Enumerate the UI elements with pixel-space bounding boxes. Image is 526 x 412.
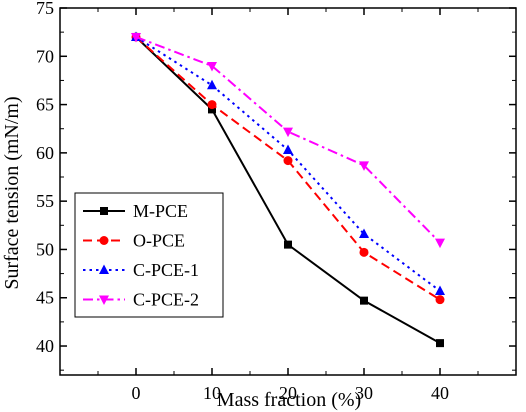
series-c-pce-1 <box>131 31 445 295</box>
y-tick-label: 60 <box>36 143 54 163</box>
data-point <box>359 161 369 171</box>
legend-label: O-PCE <box>133 231 185 251</box>
data-point <box>207 100 217 110</box>
legend-marker <box>99 264 109 274</box>
y-tick-label: 75 <box>36 0 54 18</box>
data-point <box>284 240 292 249</box>
plot-frame <box>59 7 517 376</box>
legend-label: M-PCE <box>133 201 188 221</box>
series-layer <box>131 31 445 348</box>
data-point <box>359 228 369 238</box>
legend-marker <box>100 207 108 215</box>
series-c-pce-2 <box>131 32 445 249</box>
data-point <box>359 247 369 257</box>
x-tick-label: 0 <box>132 383 141 403</box>
y-tick-label: 40 <box>36 336 54 356</box>
data-point <box>435 238 445 249</box>
data-point <box>208 105 216 114</box>
data-point <box>435 285 445 295</box>
legend-item: M-PCE <box>83 201 188 221</box>
x-tick-label: 40 <box>431 383 449 403</box>
y-tick-label: 55 <box>36 191 54 211</box>
x-tick-label: 30 <box>355 383 373 403</box>
data-point <box>436 339 444 348</box>
series-line <box>135 36 441 244</box>
x-axis-title: Mass fraction (%) <box>217 389 361 411</box>
y-tick-label: 50 <box>36 239 54 259</box>
data-point <box>283 144 293 154</box>
legend-label: C-PCE-1 <box>133 260 199 280</box>
legend-item: C-PCE-1 <box>83 260 199 280</box>
axes: 0 10 20 30 40 40 45 50 55 60 65 70 75 <box>36 0 517 403</box>
legend-marker <box>99 236 109 245</box>
legend-marker <box>99 295 109 305</box>
data-point <box>435 295 445 305</box>
data-point <box>207 79 217 90</box>
legend-item: C-PCE-2 <box>83 290 199 310</box>
data-point <box>207 61 217 72</box>
data-point <box>283 156 293 166</box>
y-tick-label: 45 <box>36 288 54 308</box>
y-axis-title: Surface tension (mN/m) <box>1 96 23 289</box>
y-tick-label: 65 <box>36 95 54 115</box>
data-point <box>360 296 368 305</box>
legend-label: C-PCE-2 <box>133 290 199 310</box>
y-tick-label: 70 <box>36 46 54 66</box>
x-tick-label: 20 <box>279 383 297 403</box>
legend: M-PCE O-PCE C-PCE-1 C-PCE-2 <box>74 192 224 318</box>
data-point <box>283 127 293 138</box>
legend-item: O-PCE <box>83 231 185 251</box>
x-tick-label: 10 <box>203 383 221 403</box>
data-point <box>131 32 141 43</box>
